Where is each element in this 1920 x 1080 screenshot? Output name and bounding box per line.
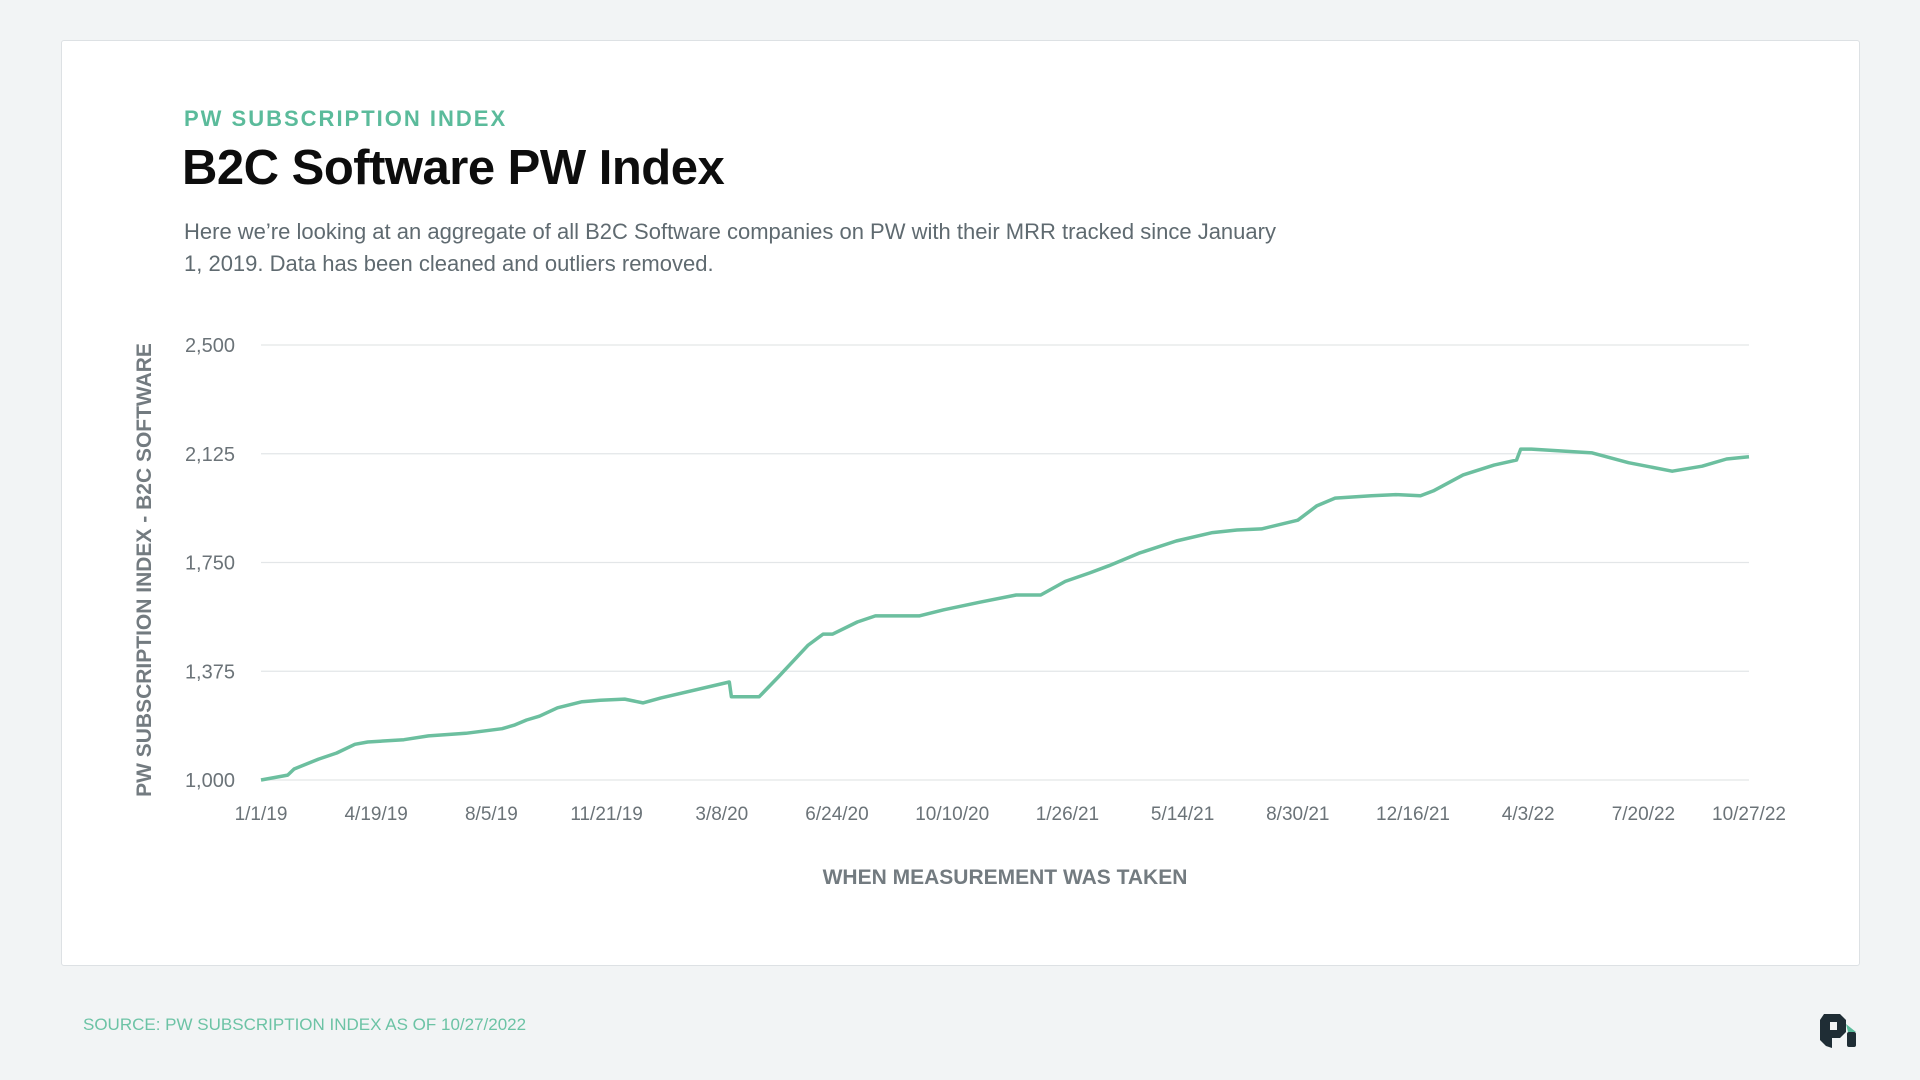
- x-tick-label: 7/20/22: [1612, 804, 1675, 825]
- source-note: SOURCE: PW SUBSCRIPTION INDEX AS OF 10/2…: [83, 1015, 527, 1034]
- pw-logo-icon: [1818, 1010, 1858, 1055]
- x-tick-label: 1/26/21: [1036, 804, 1099, 825]
- x-tick-label: 4/3/22: [1502, 804, 1555, 825]
- series-line: [260, 447, 1750, 782]
- x-tick-label: 6/24/20: [805, 804, 868, 825]
- x-axis-title: WHEN MEASUREMENT WAS TAKEN: [823, 866, 1188, 889]
- x-tick-label: 3/8/20: [695, 804, 748, 825]
- y-tick-label: 2,125: [185, 444, 235, 466]
- x-tick-label: 11/21/19: [570, 804, 643, 825]
- chart-card: [61, 40, 1860, 966]
- x-tick-label: 8/30/21: [1266, 804, 1329, 825]
- chart-title: B2C Software PW Index: [182, 141, 725, 195]
- x-tick-label: 8/5/19: [465, 804, 518, 825]
- chart-description: Here we’re looking at an aggregate of al…: [184, 219, 1276, 276]
- x-tick-label: 10/10/20: [915, 804, 989, 825]
- y-tick-label: 1,375: [185, 661, 235, 683]
- y-tick-label: 2,500: [185, 335, 235, 357]
- chart-kicker: PW SUBSCRIPTION INDEX: [184, 106, 508, 131]
- y-tick-label: 1,750: [185, 553, 235, 575]
- x-tick-label: 4/19/19: [344, 804, 407, 825]
- y-tick-label: 1,000: [185, 770, 235, 792]
- x-tick-label: 12/16/21: [1376, 804, 1450, 825]
- y-axis-title: PW SUBSCRIPTION INDEX - B2C SOFTWARE: [133, 343, 156, 797]
- x-tick-label: 1/1/19: [235, 804, 288, 825]
- x-tick-label: 5/14/21: [1151, 804, 1214, 825]
- x-tick-label: 10/27/22: [1712, 804, 1786, 825]
